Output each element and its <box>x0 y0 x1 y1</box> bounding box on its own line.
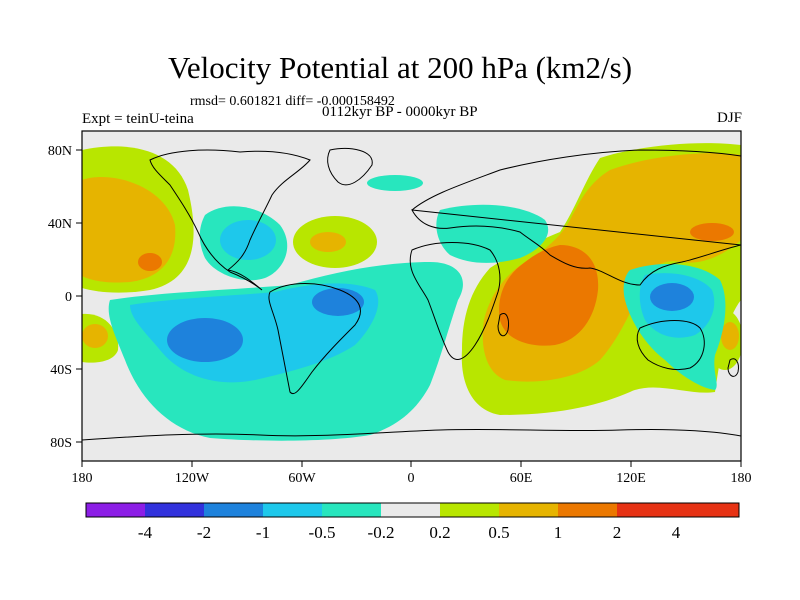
contour-pacific-core <box>138 253 162 271</box>
coast-australia <box>636 320 705 371</box>
colorbar-label: -0.5 <box>309 523 336 542</box>
colorbar-box <box>617 503 676 517</box>
colorbar-label: 1 <box>554 523 563 542</box>
contour-austr-core <box>721 322 739 350</box>
y-tick-label: 80N <box>48 144 72 159</box>
contour-atlantic-core <box>310 232 346 252</box>
x-axis: 180 120W 60W 0 60E 120E 180 <box>72 461 752 486</box>
colorbar-label: -4 <box>138 523 153 542</box>
x-tick-label: 180 <box>731 471 752 486</box>
colorbar-box <box>440 503 499 517</box>
colorbar-label: 2 <box>613 523 622 542</box>
contour-field <box>82 131 741 461</box>
x-tick-label: 120W <box>175 471 210 486</box>
colorbar-box <box>322 503 381 517</box>
colorbar-box <box>558 503 617 517</box>
colorbar-box <box>145 503 204 517</box>
colorbar: -4 -2 -1 -0.5 -0.2 0.2 0.5 1 2 4 <box>85 502 740 542</box>
contour-nwpac-core <box>690 223 734 241</box>
y-axis: 80N 40N 0 40S 80S <box>48 144 82 451</box>
colorbar-label: 4 <box>672 523 681 542</box>
colorbar-label: -0.2 <box>368 523 395 542</box>
y-tick-label: 0 <box>65 290 72 305</box>
colorbar-box <box>676 503 739 517</box>
contour-swpac-core <box>82 324 108 348</box>
colorbar-label: -2 <box>197 523 211 542</box>
y-tick-label: 80S <box>50 436 72 451</box>
colorbar-label: -1 <box>256 523 270 542</box>
contour-eastern-orange <box>499 245 599 346</box>
coast-greenland <box>327 148 373 186</box>
coast-eurasia <box>411 149 741 286</box>
y-tick-label: 40N <box>48 217 72 232</box>
stats-text: rmsd= 0.601821 diff= -0.000158492 <box>190 94 395 109</box>
colorbar-box <box>381 503 440 517</box>
colorbar-frame <box>85 502 740 518</box>
coast-new-zealand <box>727 358 739 377</box>
y-tick-label: 40S <box>50 363 72 378</box>
colorbar-box <box>263 503 322 517</box>
coast-north-america <box>149 149 311 291</box>
coast-south-america <box>268 283 361 394</box>
map-title: Velocity Potential at 200 hPa (km2/s) <box>167 50 633 85</box>
period-label: 0112kyr BP - 0000kyr BP <box>322 104 478 120</box>
contour-natl-neg <box>367 175 423 191</box>
colorbar-label: 0.2 <box>429 523 450 542</box>
x-tick-label: 180 <box>72 471 93 486</box>
x-tick-label: 120E <box>616 471 646 486</box>
coast-antarctica <box>82 428 741 441</box>
x-tick-label: 60W <box>288 471 316 486</box>
coast-africa <box>409 242 501 360</box>
experiment-label: Expt = teinU-teina <box>82 111 194 127</box>
colorbar-box <box>86 503 145 517</box>
contour-central-neg-core <box>167 318 243 362</box>
contour-namerica-mid <box>220 220 276 260</box>
colorbar-label: 0.5 <box>488 523 509 542</box>
x-tick-label: 0 <box>408 471 415 486</box>
x-tick-label: 60E <box>510 471 533 486</box>
coastlines <box>82 148 741 441</box>
contour-wpac-core <box>650 283 694 311</box>
colorbar-box <box>499 503 558 517</box>
colorbar-box <box>204 503 263 517</box>
coast-madagascar <box>497 313 509 337</box>
contour-brazil-core <box>312 288 364 316</box>
contour-meast-neg <box>436 204 549 263</box>
season-label: DJF <box>716 110 742 126</box>
